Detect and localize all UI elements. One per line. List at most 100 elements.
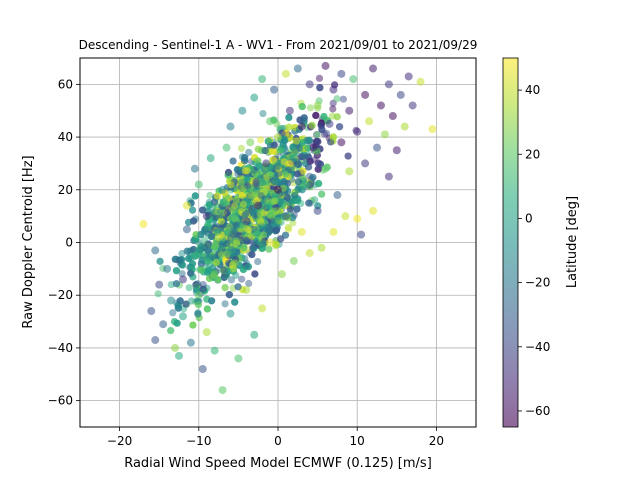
x-axis-label: Radial Wind Speed Model ECMWF (0.125) [m… xyxy=(124,456,432,471)
y-tick-label: 0 xyxy=(65,236,73,250)
x-tick-label: 10 xyxy=(350,434,365,448)
cloud-point xyxy=(333,95,341,103)
cloud-point xyxy=(273,162,281,171)
cloud-point xyxy=(204,267,213,275)
scatter-point xyxy=(416,77,425,86)
cloud-point xyxy=(216,208,225,216)
scatter-point xyxy=(266,238,275,247)
cloud-point xyxy=(315,74,324,82)
cloud-point xyxy=(228,213,237,222)
colorbar-tick-label: −40 xyxy=(525,340,550,354)
scatter-point xyxy=(329,85,338,94)
scatter-point xyxy=(178,275,187,284)
cloud-point xyxy=(272,241,280,249)
cloud-point xyxy=(306,104,315,112)
scatter-point xyxy=(353,127,362,136)
scatter-point xyxy=(159,320,168,329)
cloud-point xyxy=(227,233,235,242)
cloud-point xyxy=(311,196,319,204)
cloud-point xyxy=(189,245,198,254)
cloud-point xyxy=(300,114,308,122)
scatter-point xyxy=(218,386,227,395)
cloud-point xyxy=(243,166,251,175)
scatter-point xyxy=(321,164,330,173)
scatter-point xyxy=(349,75,358,84)
cloud-point xyxy=(329,105,337,113)
cloud-point xyxy=(227,181,235,189)
scatter-point xyxy=(313,206,322,215)
scatter-point xyxy=(190,164,199,173)
cloud-point xyxy=(315,179,323,188)
cloud-point xyxy=(270,141,278,149)
cloud-point xyxy=(208,232,216,240)
scatter-point xyxy=(202,212,211,221)
cloud-point xyxy=(227,245,236,253)
cloud-point xyxy=(187,269,195,277)
cloud-point xyxy=(197,266,206,274)
cloud-point xyxy=(201,225,209,233)
cloud-point xyxy=(299,138,307,147)
cloud-point xyxy=(185,284,193,292)
scatter-point xyxy=(285,106,294,115)
cloud-point xyxy=(221,300,229,308)
scatter-point xyxy=(305,80,314,89)
scatter-point xyxy=(317,243,326,252)
cloud-point xyxy=(242,210,250,218)
y-axis-ticks: −60 −40 −20 0 20 40 60 xyxy=(48,77,80,408)
cloud-point xyxy=(312,111,320,120)
cloud-point xyxy=(210,243,218,251)
cloud-point xyxy=(344,152,352,160)
cloud-point xyxy=(313,130,321,139)
scatter-point xyxy=(392,146,401,155)
cloud-point xyxy=(225,291,233,299)
y-tick-label: 40 xyxy=(58,130,73,144)
cloud-point xyxy=(283,193,291,202)
cloud-point xyxy=(238,191,246,200)
scatter-point xyxy=(297,227,306,236)
plot-area xyxy=(79,57,477,428)
scatter-point xyxy=(297,122,306,131)
scatter-point xyxy=(337,138,346,147)
scatter-point xyxy=(404,72,413,81)
scatter-point xyxy=(353,214,362,223)
x-tick-label: 20 xyxy=(429,434,444,448)
cloud-point xyxy=(294,185,302,193)
scatter-point xyxy=(396,90,405,99)
scatter-point xyxy=(361,159,370,168)
cloud-point xyxy=(248,250,256,259)
scatter-point xyxy=(182,201,191,210)
cloud-point xyxy=(269,197,277,206)
scatter-point xyxy=(289,154,298,163)
cloud-point xyxy=(196,246,204,254)
cloud-point xyxy=(252,177,260,186)
cloud-point xyxy=(176,297,184,305)
cloud-point xyxy=(194,301,202,309)
cloud-point xyxy=(200,236,208,244)
cloud-point xyxy=(305,199,313,207)
scatter-point xyxy=(313,101,322,110)
x-tick-label: −10 xyxy=(186,434,211,448)
cloud-point xyxy=(214,276,222,284)
cloud-point xyxy=(172,267,181,275)
cloud-point xyxy=(316,160,325,168)
scatter-point xyxy=(333,191,342,200)
cloud-point xyxy=(329,133,337,141)
scatter-point xyxy=(369,64,378,73)
cloud-point xyxy=(250,244,258,253)
scatter-point xyxy=(218,185,227,194)
scatter-point xyxy=(365,117,374,126)
cloud-point xyxy=(199,285,207,293)
cloud-point xyxy=(234,283,242,291)
colorbar-ticks: −60 −40 −20 0 20 40 xyxy=(518,83,550,418)
colorbar-tick-label: −60 xyxy=(525,404,550,418)
cloud-point xyxy=(254,257,262,266)
cloud-point xyxy=(229,157,237,165)
cloud-point xyxy=(213,192,221,200)
scatter-point xyxy=(198,365,207,374)
cloud-point xyxy=(293,205,301,213)
scatter-point xyxy=(325,119,334,128)
scatter-point xyxy=(384,172,393,181)
cloud-point xyxy=(296,144,304,152)
cloud-point xyxy=(223,228,231,236)
cloud-point xyxy=(183,247,191,255)
